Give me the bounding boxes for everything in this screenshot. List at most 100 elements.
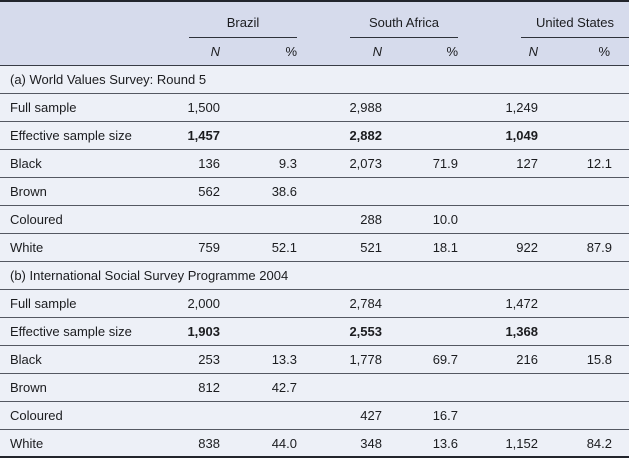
cell: 16.7 (432, 408, 458, 423)
subheader-n-south-africa: N (372, 44, 382, 59)
label-column-header (0, 1, 155, 38)
cell: 288 (360, 212, 382, 227)
section-title: (b) International Social Survey Programm… (10, 268, 289, 283)
row-label: Brown (10, 380, 47, 395)
cell: 1,903 (187, 324, 220, 339)
cell (538, 402, 629, 430)
cell (538, 178, 629, 206)
cell: 521 (360, 240, 382, 255)
table-row: Effective sample size 1,457 2,882 1,049 (0, 122, 629, 150)
cell (297, 374, 382, 402)
cell: 838 (198, 435, 220, 451)
cell: 127 (516, 156, 538, 171)
row-label: Brown (10, 184, 47, 199)
row-label: Effective sample size (10, 128, 132, 143)
col-group-label: South Africa (350, 15, 458, 38)
col-group-label: United States (521, 15, 629, 38)
cell: 1,457 (187, 128, 220, 143)
cell: 1,778 (349, 352, 382, 367)
row-label: Black (10, 352, 42, 367)
section-title: (a) World Values Survey: Round 5 (10, 72, 207, 87)
cell: 1,249 (505, 100, 538, 115)
cell (382, 318, 458, 346)
subheader-pct-brazil: % (285, 44, 297, 59)
cell: 1,472 (505, 296, 538, 311)
subheader-n-brazil: N (210, 44, 220, 59)
cell: 812 (198, 380, 220, 395)
cell (220, 318, 297, 346)
cell: 15.8 (586, 352, 612, 367)
cell: 1,500 (187, 100, 220, 115)
cell: 2,073 (349, 156, 382, 171)
country-group-row: Brazil South Africa United States (0, 1, 629, 38)
col-group-south-africa: South Africa (297, 1, 458, 38)
table-row: Full sample 2,000 2,784 1,472 (0, 290, 629, 318)
cell (382, 122, 458, 150)
cell (220, 206, 297, 234)
table-header: Brazil South Africa United States N % N … (0, 1, 629, 66)
cell (382, 178, 458, 206)
row-label: Coloured (10, 408, 63, 423)
cell (538, 290, 629, 318)
cell: 9.3 (278, 156, 297, 171)
cell (297, 178, 382, 206)
cell: 13.3 (271, 352, 297, 367)
cell: 1,049 (505, 128, 538, 143)
cell: 348 (360, 435, 382, 451)
cell: 84.2 (586, 435, 612, 451)
cell (458, 178, 538, 206)
cell: 69.7 (432, 352, 458, 367)
cell: 1,368 (505, 324, 538, 339)
cell: 52.1 (271, 240, 297, 255)
cell (538, 374, 629, 402)
cell: 922 (516, 240, 538, 255)
cell: 13.6 (432, 435, 458, 451)
cell: 562 (198, 184, 220, 199)
row-label: Black (10, 156, 42, 171)
table-row: Coloured 427 16.7 (0, 402, 629, 430)
cell (458, 374, 538, 402)
table-row: Effective sample size 1,903 2,553 1,368 (0, 318, 629, 346)
row-label: Full sample (10, 100, 77, 115)
cell (538, 94, 629, 122)
subheader-pct-south-africa: % (446, 44, 458, 59)
cell: 2,553 (349, 324, 382, 339)
cell (155, 402, 220, 430)
cell: 44.0 (271, 435, 297, 451)
row-label: White (10, 435, 44, 451)
row-label: Coloured (10, 212, 63, 227)
table-row: White 759 52.1 521 18.1 922 87.9 (0, 234, 629, 262)
subheader-pct-united-states: % (598, 44, 610, 59)
cell: 87.9 (586, 240, 612, 255)
cell: 2,988 (349, 100, 382, 115)
cell: 2,784 (349, 296, 382, 311)
table-row: Black 253 13.3 1,778 69.7 216 15.8 (0, 346, 629, 374)
col-group-united-states: United States (458, 1, 629, 38)
cell: 10.0 (432, 212, 458, 227)
table-row: Coloured 288 10.0 (0, 206, 629, 234)
section-header-b: (b) International Social Survey Programm… (0, 262, 629, 290)
cell: 71.9 (432, 156, 458, 171)
cell (155, 206, 220, 234)
cell: 1,152 (505, 435, 538, 451)
cell (220, 122, 297, 150)
cell (382, 374, 458, 402)
row-label: White (10, 240, 44, 255)
cell: 2,000 (187, 296, 220, 311)
table-row: Full sample 1,500 2,988 1,249 (0, 94, 629, 122)
cell: 253 (198, 352, 220, 367)
cell: 42.7 (271, 380, 297, 395)
table-row: Black 136 9.3 2,073 71.9 127 12.1 (0, 150, 629, 178)
table-row: Brown 562 38.6 (0, 178, 629, 206)
cell (382, 290, 458, 318)
section-header-a: (a) World Values Survey: Round 5 (0, 66, 629, 94)
cell: 136 (198, 156, 220, 171)
cell (220, 402, 297, 430)
cell (220, 290, 297, 318)
label-column-subheader (0, 38, 155, 66)
cell (538, 318, 629, 346)
col-group-brazil: Brazil (155, 1, 297, 38)
cell (538, 122, 629, 150)
